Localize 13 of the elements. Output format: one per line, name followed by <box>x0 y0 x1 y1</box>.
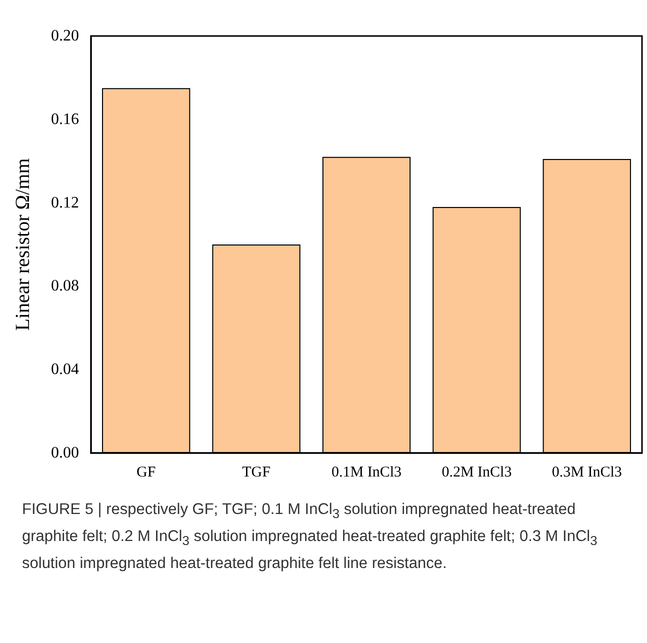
x-tick-label: 0.3M InCl3 <box>552 464 622 480</box>
y-tick-label: 0.12 <box>51 194 79 212</box>
x-tick-label: 0.1M InCl3 <box>331 464 402 480</box>
y-tick-label: 0.16 <box>51 110 79 128</box>
y-axis-title: Linear resistor Ω/mm <box>12 158 34 331</box>
x-tick-label: GF <box>136 464 156 480</box>
x-tick-label: 0.2M InCl3 <box>442 464 512 480</box>
y-tick-label: 0.00 <box>51 444 79 462</box>
text: FIGURE 5 | respectively GF; TGF; 0.1 M InCl$_{3}$ solution impregnated heat-treated graphite felt; 0.2 M InCl$_{3}$ solution impregnated heat-treated graphite felt; 0.3 M InCl$_{3}$ solution impregnated heat-treated graphite felt line resistance. <box>22 501 598 572</box>
x-tick-label: TGF <box>242 464 270 480</box>
y-tick-label: 0.04 <box>51 361 79 378</box>
y-tick-label: 0.08 <box>51 278 79 295</box>
y-tick-label: 0.20 <box>51 28 79 44</box>
